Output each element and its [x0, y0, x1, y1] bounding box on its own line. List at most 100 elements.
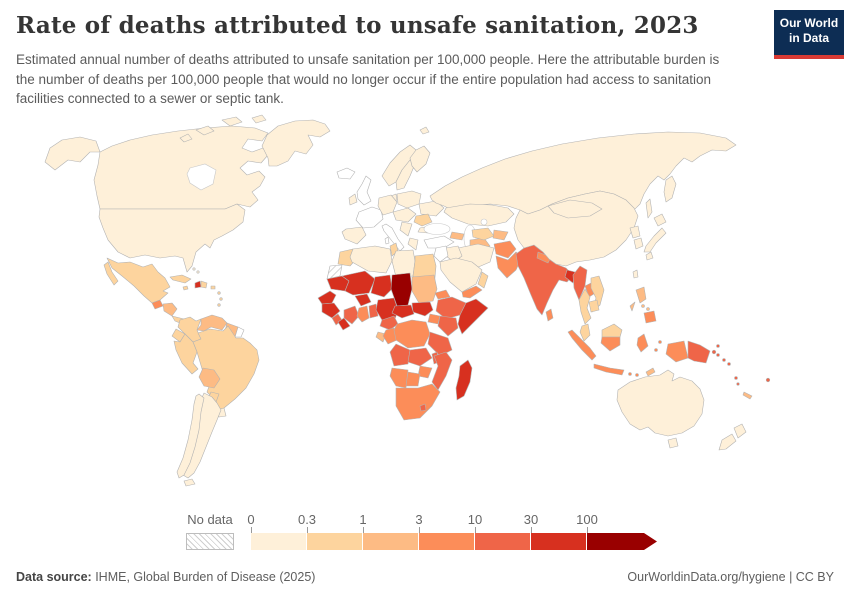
country-kyrgyzstan-tajikistan[interactable]	[492, 229, 509, 241]
country-united-kingdom[interactable]	[356, 175, 372, 206]
country-malaysia-borneo[interactable]	[601, 323, 623, 338]
country-canada-island[interactable]	[179, 133, 193, 143]
legend-bin-3[interactable]	[419, 533, 475, 550]
country-spain-portugal[interactable]	[341, 226, 367, 245]
country-iceland[interactable]	[336, 167, 356, 180]
country-philippines-visayas[interactable]	[641, 304, 645, 308]
country-indonesia-moluccas[interactable]	[654, 348, 658, 352]
country-botswana[interactable]	[405, 371, 421, 387]
country-madagascar[interactable]	[455, 359, 473, 401]
country-chile[interactable]	[176, 393, 205, 479]
country-saudi-arabia[interactable]	[439, 257, 483, 293]
country-vanuatu[interactable]	[734, 376, 738, 380]
country-new-caledonia[interactable]	[742, 391, 753, 400]
country-poland-baltics[interactable]	[396, 190, 422, 209]
country-zimbabwe[interactable]	[417, 365, 433, 379]
country-sudan[interactable]	[411, 274, 438, 304]
country-malaysia[interactable]	[579, 323, 591, 342]
country-angola[interactable]	[389, 343, 411, 367]
country-french-guiana[interactable]	[234, 326, 245, 338]
country-dr-congo[interactable]	[393, 319, 431, 349]
country-new-zealand-south[interactable]	[718, 433, 737, 451]
country-togo-benin[interactable]	[368, 303, 379, 319]
country-yemen[interactable]	[461, 285, 483, 299]
country-china[interactable]	[513, 190, 639, 267]
country-niger[interactable]	[370, 274, 393, 298]
country-indonesia-west-papua[interactable]	[665, 340, 689, 363]
country-bolivia[interactable]	[198, 367, 221, 389]
country-vanuatu[interactable]	[736, 382, 740, 386]
country-indonesia-kalimantan[interactable]	[600, 336, 621, 352]
legend-no-data-swatch[interactable]	[186, 533, 234, 550]
legend-bin-100[interactable]	[587, 533, 657, 550]
country-mongolia[interactable]	[547, 199, 603, 219]
country-senegal[interactable]	[317, 290, 337, 305]
country-north-korea[interactable]	[629, 225, 641, 239]
legend-bin-10[interactable]	[475, 533, 531, 550]
country-papua-new-guinea[interactable]	[687, 340, 711, 364]
country-turkey[interactable]	[423, 235, 455, 249]
country-japan-kyushu[interactable]	[645, 251, 654, 261]
country-peru[interactable]	[173, 333, 199, 375]
country-ireland[interactable]	[348, 193, 358, 206]
country-taiwan[interactable]	[632, 269, 639, 279]
owid-logo[interactable]: Our World in Data	[774, 10, 844, 59]
country-cote-divoire[interactable]	[343, 305, 360, 325]
country-burkina-faso[interactable]	[354, 293, 372, 307]
country-sri-lanka[interactable]	[545, 308, 554, 322]
country-kazakhstan[interactable]	[443, 203, 515, 227]
country-mali[interactable]	[341, 270, 376, 296]
country-lesser-antilles[interactable]	[217, 303, 221, 307]
country-guinea[interactable]	[321, 302, 341, 319]
country-indonesia-sumatra[interactable]	[567, 329, 597, 361]
country-greece[interactable]	[407, 237, 419, 251]
country-algeria[interactable]	[349, 245, 393, 274]
country-indonesia-moluccas[interactable]	[658, 340, 662, 344]
country-south-africa[interactable]	[395, 383, 441, 421]
country-syria-jordan-israel[interactable]	[433, 245, 449, 263]
country-australia-tasmania[interactable]	[667, 437, 679, 449]
country-united-states[interactable]	[98, 203, 246, 273]
country-russia-kamchatka[interactable]	[663, 175, 677, 203]
country-bahamas[interactable]	[196, 270, 200, 274]
country-puerto-rico[interactable]	[210, 285, 216, 290]
country-mexico[interactable]	[106, 257, 171, 304]
country-bangladesh[interactable]	[564, 269, 576, 284]
country-kenya[interactable]	[437, 315, 459, 337]
country-solomon-islands[interactable]	[716, 353, 720, 357]
country-zambia[interactable]	[407, 347, 433, 367]
country-lesotho[interactable]	[419, 403, 427, 412]
country-canada-island[interactable]	[221, 116, 243, 127]
license-link[interactable]: OurWorldinData.org/hygiene | CC BY	[627, 570, 834, 584]
country-bahamas[interactable]	[192, 267, 196, 271]
legend-bin-0[interactable]	[251, 533, 307, 550]
country-libya[interactable]	[391, 249, 416, 278]
country-western-sahara[interactable]	[326, 264, 343, 280]
country-solomon-islands[interactable]	[722, 358, 726, 362]
country-fiji[interactable]	[765, 377, 771, 383]
country-canada-island[interactable]	[195, 125, 215, 136]
country-russia[interactable]	[429, 131, 737, 215]
country-tierra-del-fuego[interactable]	[183, 478, 196, 487]
country-ghana[interactable]	[356, 305, 370, 323]
country-somalia[interactable]	[457, 298, 489, 335]
country-alaska[interactable]	[44, 136, 101, 171]
legend-bin-0.3[interactable]	[307, 533, 363, 550]
country-lesser-antilles[interactable]	[217, 291, 221, 295]
country-philippines-mindanao[interactable]	[643, 310, 657, 324]
country-uganda-rwanda[interactable]	[427, 313, 441, 325]
country-philippines-visayas[interactable]	[646, 307, 650, 311]
country-thailand[interactable]	[578, 288, 592, 325]
country-canada-island[interactable]	[251, 114, 267, 124]
country-romania[interactable]	[413, 213, 433, 227]
country-australia[interactable]	[616, 369, 705, 437]
country-oman[interactable]	[477, 271, 489, 289]
country-philippines-luzon[interactable]	[635, 286, 647, 304]
country-greenland[interactable]	[261, 119, 331, 167]
country-png-new-britain[interactable]	[716, 344, 720, 348]
country-congo[interactable]	[382, 327, 398, 345]
country-indonesia-java[interactable]	[593, 363, 625, 376]
country-honduras-nicaragua[interactable]	[162, 302, 178, 317]
country-haiti[interactable]	[194, 280, 202, 289]
country-italy-sardinia[interactable]	[384, 236, 390, 245]
